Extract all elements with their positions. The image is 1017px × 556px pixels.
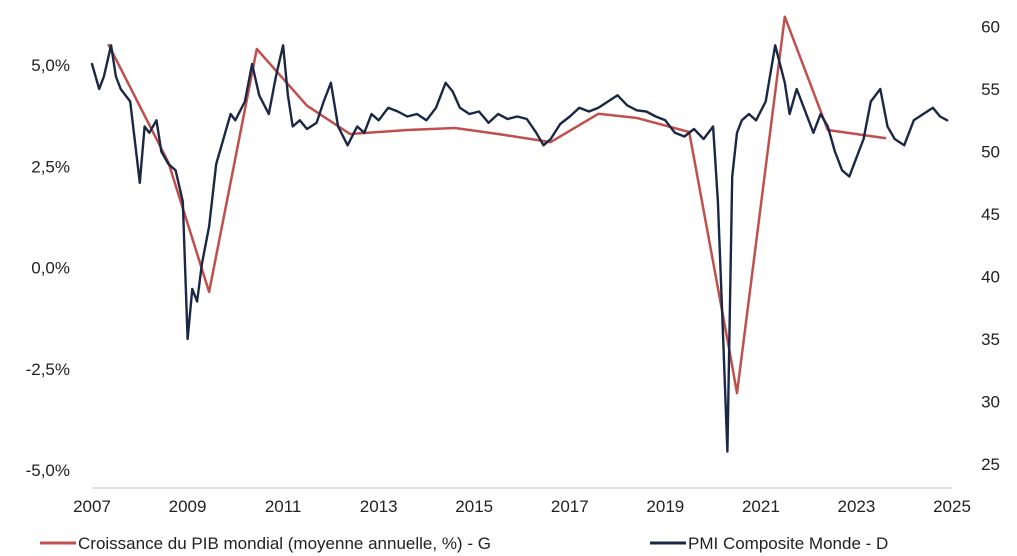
x-tick-label: 2019 bbox=[646, 497, 684, 516]
right-y-axis: 25 30 35 40 45 50 55 60 bbox=[981, 18, 1000, 475]
x-tick-label: 2017 bbox=[551, 497, 589, 516]
right-y-tick-label: 50 bbox=[981, 143, 1000, 162]
x-tick-label: 2009 bbox=[169, 497, 207, 516]
right-y-tick-label: 60 bbox=[981, 18, 1000, 37]
x-tick-label: 2015 bbox=[455, 497, 493, 516]
left-y-axis: -5,0% -2,5% 0,0% 2,5% 5,0% bbox=[26, 56, 70, 480]
legend-gdp-growth-label: Croissance du PIB mondial (moyenne annue… bbox=[78, 534, 491, 553]
pmi-composite-series-line bbox=[90, 44, 949, 453]
series-layer bbox=[90, 15, 949, 453]
x-axis: 2007 2009 2011 2013 2015 2017 2019 2021 2023 2025 bbox=[73, 487, 971, 516]
legend: Croissance du PIB mondial (moyenne annue… bbox=[40, 534, 888, 553]
left-y-tick-label: 2,5% bbox=[31, 157, 70, 176]
x-tick-label: 2025 bbox=[933, 497, 971, 516]
x-tick-label: 2007 bbox=[73, 497, 111, 516]
left-y-tick-label: 0,0% bbox=[31, 259, 70, 278]
x-tick-label: 2013 bbox=[360, 497, 398, 516]
legend-pmi-composite-label: PMI Composite Monde - D bbox=[688, 534, 888, 553]
right-y-tick-label: 40 bbox=[981, 268, 1000, 287]
right-y-tick-label: 45 bbox=[981, 205, 1000, 224]
right-y-tick-label: 55 bbox=[981, 80, 1000, 99]
x-tick-label: 2023 bbox=[838, 497, 876, 516]
left-y-tick-label: -5,0% bbox=[26, 461, 70, 480]
right-y-tick-label: 35 bbox=[981, 330, 1000, 349]
x-tick-label: 2011 bbox=[265, 497, 302, 516]
x-tick-label: 2021 bbox=[742, 497, 780, 516]
left-y-tick-label: 5,0% bbox=[31, 56, 70, 75]
gdp-growth-series-line bbox=[107, 15, 887, 395]
right-y-tick-label: 25 bbox=[981, 455, 1000, 474]
right-y-tick-label: 30 bbox=[981, 393, 1000, 412]
left-y-tick-label: -2,5% bbox=[26, 360, 70, 379]
